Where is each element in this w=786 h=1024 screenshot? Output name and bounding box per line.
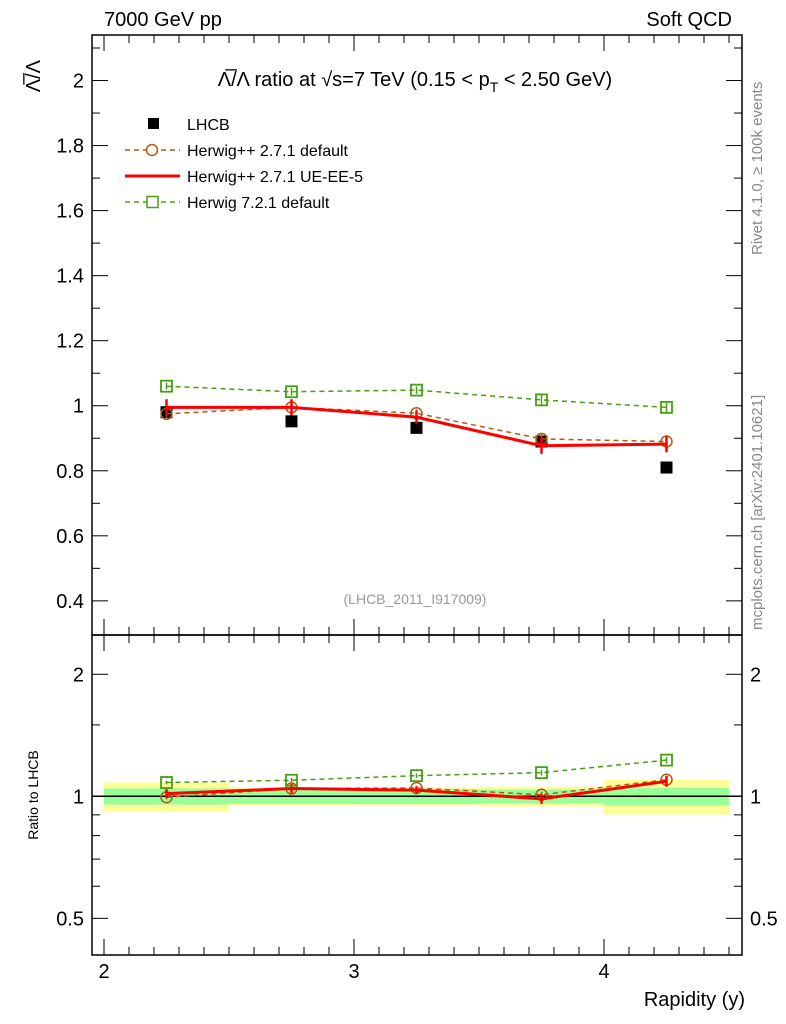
ratio-y-axis-label: Ratio to LHCB <box>25 750 41 839</box>
y-tick-label: 0.6 <box>56 526 84 548</box>
ratio-y-tick-label: 1 <box>73 786 84 808</box>
ratio-series-2-marker <box>285 773 298 787</box>
y-axis-label: Λ̅/Λ <box>22 59 45 92</box>
x-tick-label: 4 <box>598 961 609 983</box>
y-tick-label: 1.8 <box>56 136 84 158</box>
ratio-series-2-marker <box>535 766 548 780</box>
lhcb-data-point <box>285 415 298 428</box>
series-2-marker <box>660 400 673 414</box>
lhcb-data-point <box>410 421 423 434</box>
series-2-marker <box>410 383 423 397</box>
ratio-series-2-marker <box>410 769 423 783</box>
legend-lhcb-label: LHCB <box>187 117 230 134</box>
header-left: 7000 GeV pp <box>104 9 222 31</box>
legend-lhcb-marker <box>148 118 159 129</box>
ratio-y-tick-label-right: 0.5 <box>750 908 778 930</box>
y-tick-label: 0.8 <box>56 461 84 483</box>
ratio-y-tick-label: 2 <box>73 664 84 686</box>
ratio-series-2-line <box>166 759 667 784</box>
ratio-y-tick-label-right: 1 <box>750 786 761 808</box>
ratio-y-tick-label-right: 2 <box>750 664 761 686</box>
legend-series-label: Herwig 7.2.1 default <box>187 195 330 212</box>
y-tick-label: 1.2 <box>56 331 84 353</box>
legend-series-label: Herwig++ 2.7.1 UE-EE-5 <box>187 169 363 186</box>
series-2-marker <box>160 379 173 393</box>
side-label-top: Rivet 4.1.0, ≥ 100k events <box>749 82 766 255</box>
y-tick-label: 1 <box>73 396 84 418</box>
ratio-series-2-marker <box>660 753 673 767</box>
legend: LHCB Herwig++ 2.7.1 default Herwig++ 2.7.1… <box>125 117 363 212</box>
ratio-series-2-marker <box>160 776 173 789</box>
header-right: Soft QCD <box>646 9 732 31</box>
series-2-marker <box>285 385 298 399</box>
x-axis-label: Rapidity (y) <box>644 989 745 1011</box>
legend-square-marker <box>146 195 159 209</box>
ratio-y-tick-label: 0.5 <box>56 908 84 930</box>
series-2-marker <box>535 393 548 407</box>
x-tick-label: 3 <box>348 961 359 983</box>
series-2-line <box>166 385 667 409</box>
y-tick-label: 1.4 <box>56 266 84 288</box>
series-0-line <box>166 406 667 443</box>
legend-circle-marker <box>145 143 159 157</box>
y-tick-label: 0.4 <box>56 591 84 613</box>
legend-series-label: Herwig++ 2.7.1 default <box>187 143 349 160</box>
watermark: (LHCB_2011_I917009) <box>344 591 487 607</box>
chart-title: Λ̅/Λ ratio at √s=7 TeV (0.15 < pT < 2.50… <box>218 68 612 95</box>
ratio-frame <box>91 634 743 956</box>
y-tick-label: 1.6 <box>56 201 84 223</box>
y-tick-label: 2 <box>73 71 84 93</box>
side-label-bottom: mcplots.cern.ch [arXiv:2401.10621] <box>749 395 766 630</box>
lhcb-data-point <box>660 461 673 474</box>
x-tick-label: 2 <box>98 961 109 983</box>
